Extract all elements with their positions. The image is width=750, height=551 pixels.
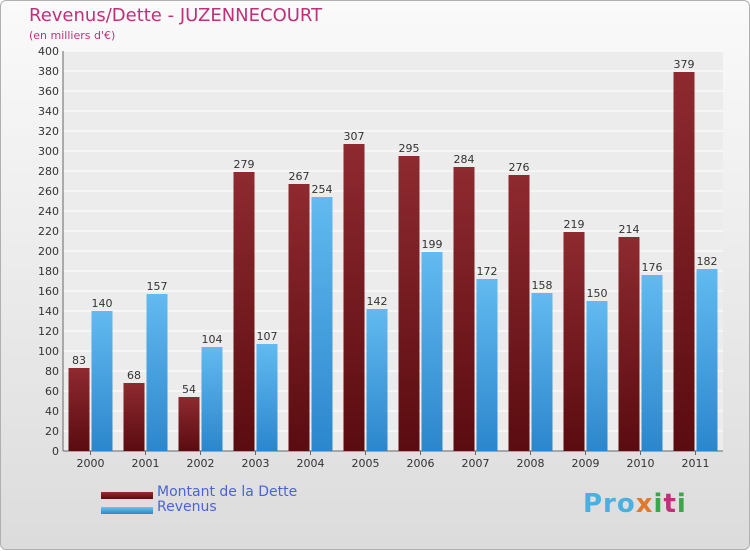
bar-revenus (311, 197, 333, 451)
y-tick-label: 280 (38, 165, 59, 178)
y-tick-label: 320 (38, 125, 59, 138)
bar-dette (618, 237, 640, 451)
data-label-revenus: 142 (367, 295, 388, 308)
y-tick-label: 140 (38, 305, 59, 318)
x-tick-label: 2011 (682, 457, 710, 470)
data-label-dette: 214 (619, 223, 640, 236)
y-tick-label: 340 (38, 105, 59, 118)
chart-subtitle: (en milliers d'€) (29, 29, 116, 42)
y-tick-label: 240 (38, 205, 59, 218)
x-tick-label: 2009 (572, 457, 600, 470)
y-tick-label: 400 (38, 45, 59, 58)
bar-dette (68, 368, 90, 451)
logo-part-1: Pro (583, 489, 636, 519)
y-tick-label: 220 (38, 225, 59, 238)
y-tick-label: 80 (45, 365, 59, 378)
data-label-dette: 83 (72, 354, 86, 367)
data-label-revenus: 172 (477, 265, 498, 278)
data-label-revenus: 150 (587, 287, 608, 300)
logo-part-3: i (653, 489, 664, 519)
proxiti-logo: Proxiti (583, 489, 687, 519)
chart-title: Revenus/Dette - JUZENNECOURT (29, 5, 323, 26)
x-tick-label: 2005 (352, 457, 380, 470)
x-tick-label: 2010 (627, 457, 655, 470)
y-tick-label: 120 (38, 325, 59, 338)
data-label-revenus: 107 (257, 330, 278, 343)
data-label-revenus: 140 (92, 297, 113, 310)
data-label-dette: 284 (454, 153, 475, 166)
y-tick-label: 40 (45, 405, 59, 418)
x-tick-label: 2001 (132, 457, 160, 470)
data-label-dette: 295 (399, 142, 420, 155)
bar-revenus (421, 252, 443, 451)
data-label-dette: 379 (674, 58, 695, 71)
x-tick-label: 2000 (77, 457, 105, 470)
bar-dette (123, 383, 145, 451)
y-tick-label: 300 (38, 145, 59, 158)
bar-revenus (366, 309, 388, 451)
y-tick-label: 260 (38, 185, 59, 198)
y-tick-label: 360 (38, 85, 59, 98)
bar-dette (453, 167, 475, 451)
bar-dette (508, 175, 530, 451)
y-tick-label: 200 (38, 245, 59, 258)
y-tick-label: 20 (45, 425, 59, 438)
bar-dette (343, 144, 365, 451)
legend-swatch-revenus (101, 507, 153, 514)
data-label-revenus: 176 (642, 261, 663, 274)
x-tick-label: 2007 (462, 457, 490, 470)
data-label-revenus: 104 (202, 333, 223, 346)
bar-revenus (146, 294, 168, 451)
bar-dette (673, 72, 695, 451)
bar-dette (178, 397, 200, 451)
data-label-revenus: 157 (147, 280, 168, 293)
data-label-revenus: 158 (532, 279, 553, 292)
x-tick-label: 2002 (187, 457, 215, 470)
y-tick-label: 60 (45, 385, 59, 398)
bar-revenus (531, 293, 553, 451)
logo-part-5: i (676, 489, 687, 519)
y-tick-label: 0 (52, 445, 59, 458)
bar-revenus (586, 301, 608, 451)
data-label-dette: 68 (127, 369, 141, 382)
x-tick-label: 2006 (407, 457, 435, 470)
bar-revenus (256, 344, 278, 451)
data-label-revenus: 254 (312, 183, 333, 196)
bar-dette (563, 232, 585, 451)
legend-label-dette: Montant de la Dette (157, 484, 298, 500)
bar-dette (233, 172, 255, 451)
y-tick-label: 380 (38, 65, 59, 78)
data-label-dette: 279 (234, 158, 255, 171)
data-label-revenus: 199 (422, 238, 443, 251)
x-tick-label: 2008 (517, 457, 545, 470)
bar-revenus (641, 275, 663, 451)
legend-swatch-dette (101, 492, 153, 499)
bar-revenus (91, 311, 113, 451)
data-label-dette: 307 (344, 130, 365, 143)
y-tick-label: 160 (38, 285, 59, 298)
data-label-dette: 276 (509, 161, 530, 174)
data-label-dette: 219 (564, 218, 585, 231)
legend-label-revenus: Revenus (157, 499, 217, 515)
bar-revenus (696, 269, 718, 451)
bar-dette (398, 156, 420, 451)
bar-revenus (201, 347, 223, 451)
logo-part-4: t (663, 489, 677, 519)
logo-part-2: x (635, 489, 654, 519)
y-tick-label: 180 (38, 265, 59, 278)
data-label-dette: 267 (289, 170, 310, 183)
x-tick-label: 2004 (297, 457, 325, 470)
x-tick-label: 2003 (242, 457, 270, 470)
y-tick-label: 100 (38, 345, 59, 358)
bar-revenus (476, 279, 498, 451)
bar-dette (288, 184, 310, 451)
data-label-dette: 54 (182, 383, 196, 396)
data-label-revenus: 182 (697, 255, 718, 268)
